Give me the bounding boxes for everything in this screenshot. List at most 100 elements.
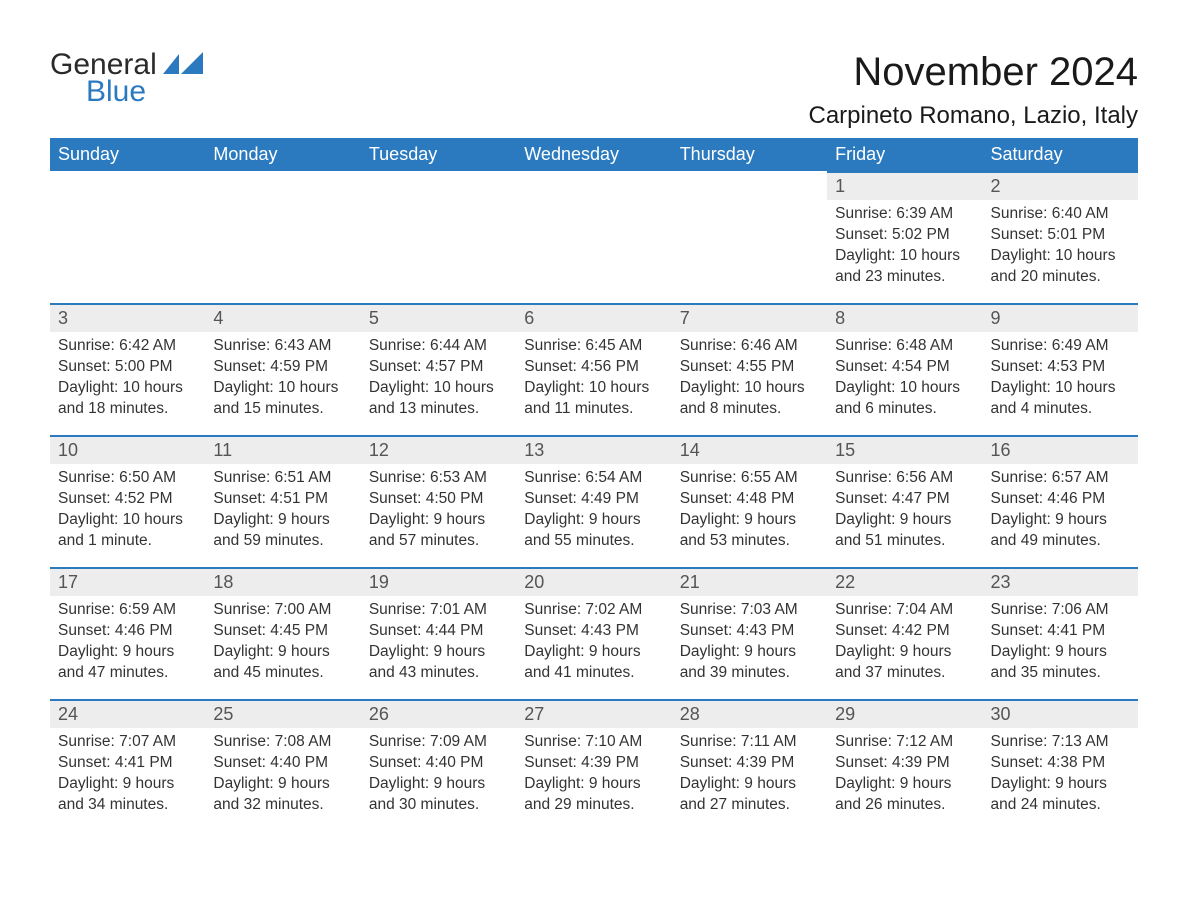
daylight-text: Daylight: 9 hours and 49 minutes. [991,510,1130,552]
daylight-text: Daylight: 9 hours and 34 minutes. [58,774,197,816]
day-number: 17 [50,567,205,596]
day-number: 7 [672,303,827,332]
sunrise-text: Sunrise: 7:03 AM [680,600,819,621]
calendar-day-cell: 21Sunrise: 7:03 AMSunset: 4:43 PMDayligh… [672,567,827,699]
sunrise-text: Sunrise: 6:45 AM [524,336,663,357]
sunset-text: Sunset: 4:46 PM [58,621,197,642]
day-details: Sunrise: 7:08 AMSunset: 4:40 PMDaylight:… [205,728,360,822]
calendar-day-cell: 12Sunrise: 6:53 AMSunset: 4:50 PMDayligh… [361,435,516,567]
sunset-text: Sunset: 4:54 PM [835,357,974,378]
calendar-day-cell: 19Sunrise: 7:01 AMSunset: 4:44 PMDayligh… [361,567,516,699]
sunrise-text: Sunrise: 6:54 AM [524,468,663,489]
day-number: 8 [827,303,982,332]
daylight-text: Daylight: 10 hours and 11 minutes. [524,378,663,420]
location-subtitle: Carpineto Romano, Lazio, Italy [808,102,1138,130]
sunset-text: Sunset: 5:01 PM [991,225,1130,246]
sunset-text: Sunset: 4:53 PM [991,357,1130,378]
day-details: Sunrise: 7:00 AMSunset: 4:45 PMDaylight:… [205,596,360,690]
daylight-text: Daylight: 10 hours and 18 minutes. [58,378,197,420]
day-number: 1 [827,171,982,200]
sunset-text: Sunset: 4:40 PM [369,753,508,774]
calendar-day-cell: 2Sunrise: 6:40 AMSunset: 5:01 PMDaylight… [983,171,1138,303]
day-number: 6 [516,303,671,332]
day-number: 27 [516,699,671,728]
sunrise-text: Sunrise: 7:11 AM [680,732,819,753]
calendar-day-cell [516,171,671,303]
daylight-text: Daylight: 10 hours and 20 minutes. [991,246,1130,288]
sunrise-text: Sunrise: 7:04 AM [835,600,974,621]
sunset-text: Sunset: 4:46 PM [991,489,1130,510]
sunset-text: Sunset: 4:59 PM [213,357,352,378]
weekday-header: Sunday [50,138,205,171]
sunset-text: Sunset: 4:52 PM [58,489,197,510]
daylight-text: Daylight: 9 hours and 51 minutes. [835,510,974,552]
calendar-day-cell: 29Sunrise: 7:12 AMSunset: 4:39 PMDayligh… [827,699,982,831]
calendar-day-cell: 7Sunrise: 6:46 AMSunset: 4:55 PMDaylight… [672,303,827,435]
sunrise-text: Sunrise: 6:40 AM [991,204,1130,225]
calendar-week-row: 1Sunrise: 6:39 AMSunset: 5:02 PMDaylight… [50,171,1138,303]
calendar-day-cell: 27Sunrise: 7:10 AMSunset: 4:39 PMDayligh… [516,699,671,831]
sunrise-text: Sunrise: 6:50 AM [58,468,197,489]
sunset-text: Sunset: 4:41 PM [58,753,197,774]
daylight-text: Daylight: 9 hours and 32 minutes. [213,774,352,816]
day-details: Sunrise: 6:53 AMSunset: 4:50 PMDaylight:… [361,464,516,558]
daylight-text: Daylight: 10 hours and 8 minutes. [680,378,819,420]
sunset-text: Sunset: 4:45 PM [213,621,352,642]
day-details: Sunrise: 7:09 AMSunset: 4:40 PMDaylight:… [361,728,516,822]
sunrise-text: Sunrise: 7:12 AM [835,732,974,753]
sunset-text: Sunset: 4:40 PM [213,753,352,774]
sunset-text: Sunset: 4:50 PM [369,489,508,510]
sunset-text: Sunset: 4:39 PM [680,753,819,774]
calendar-table: SundayMondayTuesdayWednesdayThursdayFrid… [50,138,1138,831]
sunrise-text: Sunrise: 6:55 AM [680,468,819,489]
calendar-day-cell: 26Sunrise: 7:09 AMSunset: 4:40 PMDayligh… [361,699,516,831]
calendar-day-cell: 1 Sunrise: 6:39 AMSunset: 5:02 PMDaylight… [827,171,982,303]
daylight-text: Daylight: 9 hours and 57 minutes. [369,510,508,552]
sunrise-text: Sunrise: 7:10 AM [524,732,663,753]
calendar-day-cell: 22Sunrise: 7:04 AMSunset: 4:42 PMDayligh… [827,567,982,699]
sunrise-text: Sunrise: 7:06 AM [991,600,1130,621]
sunset-text: Sunset: 5:02 PM [835,225,974,246]
daylight-text: Daylight: 9 hours and 43 minutes. [369,642,508,684]
weekday-header: Tuesday [361,138,516,171]
daylight-text: Daylight: 9 hours and 39 minutes. [680,642,819,684]
calendar-day-cell: 3Sunrise: 6:42 AMSunset: 5:00 PMDaylight… [50,303,205,435]
calendar-day-cell [672,171,827,303]
day-number: 29 [827,699,982,728]
calendar-week-row: 17Sunrise: 6:59 AMSunset: 4:46 PMDayligh… [50,567,1138,699]
daylight-text: Daylight: 9 hours and 24 minutes. [991,774,1130,816]
title-block: November 2024 Carpineto Romano, Lazio, I… [808,50,1138,130]
daylight-text: Daylight: 9 hours and 47 minutes. [58,642,197,684]
daylight-text: Daylight: 10 hours and 23 minutes. [835,246,974,288]
day-number: 9 [983,303,1138,332]
calendar-day-cell: 10 Sunrise: 6:50 AMSunset: 4:52 PMDayligh… [50,435,205,567]
daylight-text: Daylight: 10 hours and 1 minute. [58,510,197,552]
day-number: 22 [827,567,982,596]
daylight-text: Daylight: 9 hours and 53 minutes. [680,510,819,552]
daylight-text: Daylight: 9 hours and 30 minutes. [369,774,508,816]
calendar-week-row: 10Sunrise: 6:50 AMSunset: 4:52 PMDayligh… [50,435,1138,567]
sunrise-text: Sunrise: 7:07 AM [58,732,197,753]
sunrise-text: Sunrise: 6:43 AM [213,336,352,357]
daylight-text: Daylight: 9 hours and 35 minutes. [991,642,1130,684]
weekday-header: Thursday [672,138,827,171]
sunrise-text: Sunrise: 7:00 AM [213,600,352,621]
calendar-day-cell: 11Sunrise: 6:51 AMSunset: 4:51 PMDayligh… [205,435,360,567]
day-number: 13 [516,435,671,464]
sunrise-text: Sunrise: 6:39 AM [835,204,974,225]
daylight-text: Daylight: 10 hours and 6 minutes. [835,378,974,420]
calendar-day-cell: 15Sunrise: 6:56 AMSunset: 4:47 PMDayligh… [827,435,982,567]
day-number: 10 [50,435,205,464]
brand-logo: General Blue [50,50,205,109]
sunset-text: Sunset: 4:48 PM [680,489,819,510]
sunrise-text: Sunrise: 6:56 AM [835,468,974,489]
calendar-week-row: 3Sunrise: 6:42 AMSunset: 5:00 PMDaylight… [50,303,1138,435]
calendar-day-cell: 4Sunrise: 6:43 AMSunset: 4:59 PMDaylight… [205,303,360,435]
daylight-text: Daylight: 9 hours and 59 minutes. [213,510,352,552]
sunrise-text: Sunrise: 6:48 AM [835,336,974,357]
day-details: Sunrise: 7:13 AMSunset: 4:38 PMDaylight:… [983,728,1138,822]
sunrise-text: Sunrise: 6:57 AM [991,468,1130,489]
daylight-text: Daylight: 9 hours and 55 minutes. [524,510,663,552]
calendar-day-cell: 24Sunrise: 7:07 AMSunset: 4:41 PMDayligh… [50,699,205,831]
day-details: Sunrise: 6:57 AMSunset: 4:46 PMDaylight:… [983,464,1138,558]
